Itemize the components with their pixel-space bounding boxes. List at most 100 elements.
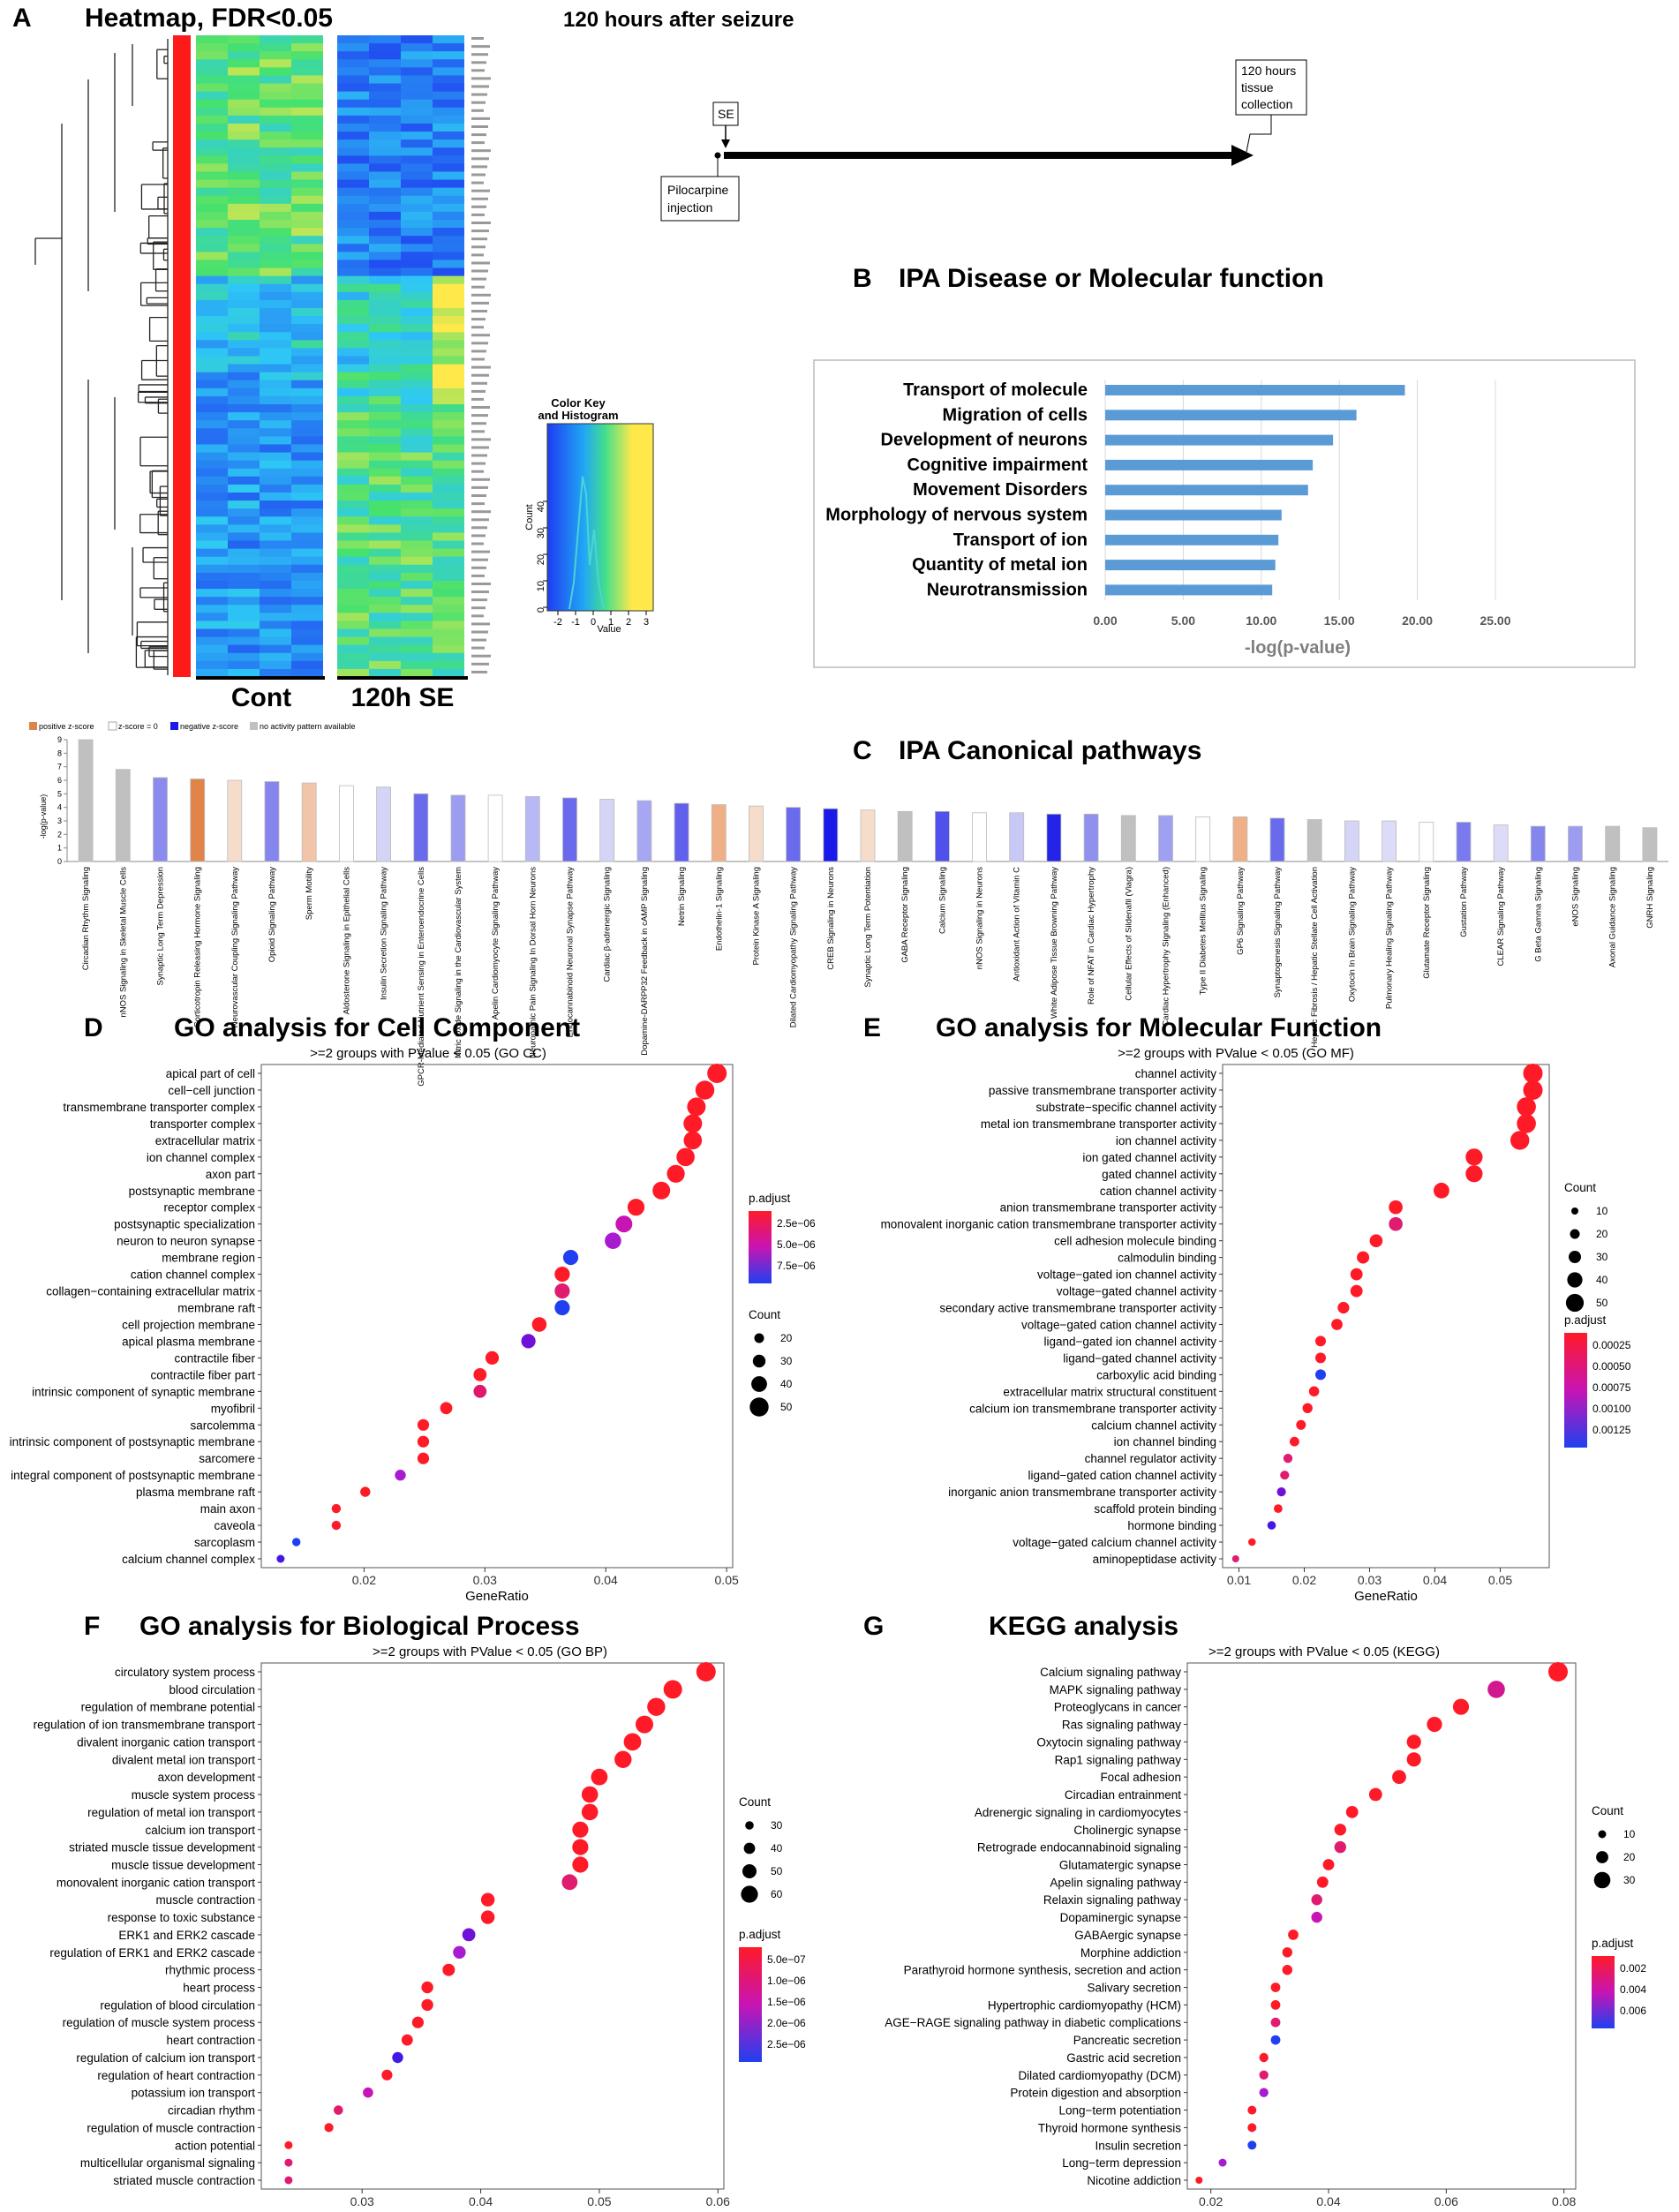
heatmap-cell — [337, 260, 369, 269]
heatmap-cell — [401, 43, 433, 52]
heatmap-cell — [196, 244, 228, 252]
heatmap-cell — [369, 428, 401, 437]
panelD-dot — [554, 1283, 570, 1299]
heatmap-cell — [401, 380, 433, 389]
panelF-dot — [581, 1786, 599, 1803]
heatmap-cell — [433, 99, 464, 109]
heatmap-cell — [291, 236, 323, 245]
panelD-category-label: intrinsic component of synaptic membrane — [32, 1385, 255, 1398]
heatmap-cell — [401, 580, 433, 590]
heatmap-row-label — [471, 591, 489, 593]
colorkey-xtick-label: 2 — [626, 617, 631, 628]
panelE-dot — [1465, 1165, 1483, 1183]
heatmap-cell — [337, 372, 369, 381]
heatmap-cell — [433, 252, 464, 260]
heatmap-cell — [337, 332, 369, 341]
panelG-padjust-legend-title: p.adjust — [1592, 1937, 1634, 1950]
heatmap-cell — [369, 252, 401, 260]
panelG-subtitle: >=2 groups with PValue < 0.05 (KEGG) — [1208, 1644, 1440, 1659]
panelE-category-label: voltage−gated calcium channel activity — [1013, 1536, 1216, 1549]
heatmap-cell — [291, 83, 323, 93]
panelC-category-label: Corticotropin Releasing Hormone Signalin… — [193, 867, 203, 1027]
heatmap-cell — [228, 51, 260, 60]
heatmap-cell — [228, 613, 260, 621]
heatmap-cell — [337, 380, 369, 389]
panelG-category-label: Retrograde endocannabinoid signaling — [977, 1841, 1181, 1855]
heatmap-cell — [260, 572, 291, 582]
panelE-dot — [1517, 1097, 1536, 1117]
legend-swatch-positive — [29, 722, 37, 730]
heatmap-row-label — [471, 101, 486, 104]
heatmap-cell — [228, 548, 260, 558]
heatmap-row-label — [471, 173, 486, 177]
heatmap-cell — [260, 420, 291, 429]
heatmap-row-label — [471, 397, 484, 401]
panel-label-e: E — [863, 1013, 881, 1042]
heatmap-row-label — [471, 574, 485, 577]
heatmap-row-label — [471, 45, 490, 49]
heatmap-cell — [401, 236, 433, 245]
heatmap-row-label — [471, 494, 486, 497]
heatmap-cell — [196, 132, 228, 140]
panelE-dot — [1248, 1538, 1256, 1546]
heatmap-cell — [433, 452, 464, 462]
heatmap-cell — [196, 228, 228, 237]
heatmap-cell — [196, 460, 228, 470]
panelC-ytick-label: 4 — [57, 803, 62, 812]
heatmap-cell — [337, 460, 369, 470]
heatmap-cell — [369, 356, 401, 365]
heatmap-cell — [433, 597, 464, 606]
panelC-ytick-label: 2 — [57, 830, 62, 839]
panelE-xtick-label: 0.03 — [1358, 1573, 1382, 1587]
heatmap-row-label — [471, 558, 488, 561]
heatmap-cell — [433, 75, 464, 85]
panelF-category-label: potassium ion transport — [132, 2087, 256, 2100]
heatmap-row-label — [471, 583, 491, 585]
se-group-label: 120h SE — [351, 683, 455, 712]
heatmap-cell — [401, 115, 433, 124]
panelE-dot — [1350, 1268, 1363, 1281]
panelF-dot — [421, 1998, 433, 2012]
heatmap-cell — [291, 404, 323, 413]
heatmap-cell — [369, 532, 401, 542]
heatmap-row-label — [471, 414, 488, 418]
panelF-subtitle: >=2 groups with PValue < 0.05 (GO BP) — [373, 1644, 607, 1659]
heatmap-cell — [433, 340, 464, 349]
heatmap-cell — [260, 139, 291, 148]
panelB-xlabel: -log(p-value) — [1245, 638, 1351, 658]
heatmap-cell — [291, 524, 323, 533]
panelD-plot-frame — [260, 1064, 734, 1569]
heatmap-cell — [337, 236, 369, 245]
panelF-padjust-legend-label: 2.0e−06 — [767, 2017, 806, 2029]
heatmap-cell — [433, 436, 464, 445]
heatmap-row-label — [471, 446, 489, 449]
panelC-category-label: CREB Signaling in Neurons — [826, 867, 836, 970]
heatmap-row-label — [471, 293, 491, 297]
heatmap-cell — [228, 589, 260, 598]
heatmap-cell — [337, 660, 369, 670]
heatmap-cell — [228, 252, 260, 260]
collection-line-3: collection — [1241, 97, 1292, 111]
heatmap-cell — [260, 67, 291, 76]
panelD-category-label: sarcomere — [199, 1452, 255, 1465]
heatmap-cell — [260, 460, 291, 470]
heatmap-cell — [291, 340, 323, 349]
heatmap-cell — [228, 476, 260, 485]
heatmap-cell — [401, 556, 433, 566]
heatmap-cell — [401, 179, 433, 189]
heatmap-cell — [369, 556, 401, 566]
heatmap-cell — [228, 532, 260, 542]
panelD-padjust-legend-label: 5.0e−06 — [777, 1238, 816, 1251]
heatmap-cell — [228, 372, 260, 381]
heatmap-cell — [260, 356, 291, 365]
heatmap-row-label — [471, 109, 484, 112]
panelD-category-label: myofibril — [211, 1402, 255, 1415]
panelC-bar — [823, 808, 839, 862]
heatmap-cell — [260, 132, 291, 140]
panelB-bar — [1105, 385, 1405, 395]
colorkey-xtick-label: 1 — [608, 617, 614, 628]
heatmap-cell — [260, 332, 291, 341]
heatmap-cell — [228, 508, 260, 517]
heatmap-cell — [260, 436, 291, 445]
heatmap-cell — [401, 316, 433, 325]
